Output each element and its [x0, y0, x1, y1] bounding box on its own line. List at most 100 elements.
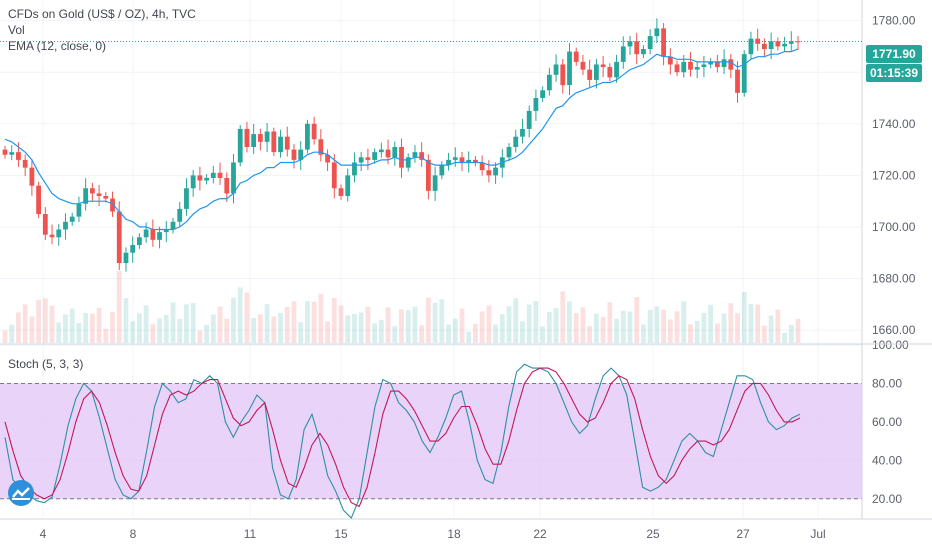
candle-body [506, 147, 512, 158]
volume-bar [540, 326, 546, 343]
candle-body [620, 46, 626, 62]
x-tick-label: 11 [244, 527, 257, 541]
candle-body [365, 157, 371, 160]
volume-bar [533, 301, 539, 343]
volume-bar [479, 311, 485, 343]
volume-bar [103, 328, 109, 343]
volume-bar [567, 301, 572, 343]
candle-body [466, 159, 472, 163]
volume-bar [318, 293, 324, 343]
volume-bar [325, 321, 330, 343]
volume-bar [600, 316, 606, 343]
candle-body [761, 43, 767, 49]
candle-body [641, 49, 646, 55]
candle-body [358, 157, 364, 163]
volume-bar [9, 324, 15, 343]
x-tick-label: 18 [447, 527, 461, 541]
candle-body [157, 232, 162, 240]
volume-bar [217, 306, 223, 343]
volume-bar [257, 314, 263, 343]
x-tick-label: 27 [736, 527, 750, 541]
x-tick-label: 4 [40, 527, 47, 541]
volume-bar [661, 309, 666, 343]
stoch-title[interactable]: Stoch (5, 3, 3) [8, 357, 84, 371]
volume-bar [714, 323, 720, 343]
volume-bar [116, 271, 122, 343]
volume-bar [345, 315, 351, 343]
candle-body [540, 90, 546, 98]
volume-bar [197, 330, 203, 343]
candle-body [63, 221, 68, 230]
candle-body [412, 152, 418, 158]
volume-bar [137, 313, 142, 343]
ema-line [4, 48, 799, 231]
volume-bar [466, 331, 472, 343]
volume-bar [614, 318, 619, 343]
volume-bar [352, 314, 357, 343]
candle-body [338, 188, 344, 196]
candle-body [513, 136, 519, 147]
y-tick-label: 1680.00 [872, 272, 916, 286]
y-tick-label: 1700.00 [872, 220, 916, 234]
x-tick-label: 8 [130, 527, 137, 541]
volume-bar [446, 324, 451, 343]
volume-bar [83, 312, 89, 343]
volume-bar [291, 301, 297, 343]
volume-bar [385, 307, 391, 343]
candle-body [768, 41, 774, 49]
volume-bar [647, 310, 653, 343]
volume-bar [163, 314, 169, 343]
volume-bar [694, 320, 700, 343]
volume-bar [627, 311, 633, 343]
countdown-badge: 01:15:39 [866, 64, 922, 82]
stoch-tick-label: 20.00 [872, 492, 902, 506]
main-legend: CFDs on Gold (US$ / OZ), 4h, TVC Vol EMA… [8, 6, 196, 54]
volume-bar [708, 304, 714, 343]
x-tick-label: 22 [533, 527, 547, 541]
candle-body [170, 221, 176, 230]
candle-body [110, 198, 115, 212]
volume-bar [641, 324, 646, 343]
candle-body [49, 234, 55, 238]
candle-body [735, 69, 740, 93]
chart-title[interactable]: CFDs on Gold (US$ / OZ), 4h, TVC [8, 7, 196, 21]
y-tick-label: 1720.00 [872, 168, 916, 182]
volume-bar [459, 308, 465, 343]
volume-bar [29, 316, 35, 343]
candle-body [647, 36, 653, 49]
ema-legend[interactable]: EMA (12, close, 0) [8, 39, 107, 53]
candle-body [600, 64, 606, 68]
candle-body [654, 28, 660, 37]
stoch-tick-label: 60.00 [872, 415, 902, 429]
candle-body [479, 162, 485, 171]
volume-bar [96, 307, 102, 343]
volume-bar [358, 312, 364, 343]
volume-bar [419, 325, 425, 343]
x-tick-label: Jul [810, 527, 825, 541]
vol-legend[interactable]: Vol [8, 23, 25, 37]
volume-bar [634, 297, 640, 343]
volume-bar [795, 318, 801, 343]
candle-body [9, 152, 15, 155]
volume-bar [405, 310, 411, 343]
candle-body [573, 51, 579, 62]
x-tick-label: 25 [646, 527, 660, 541]
candle-body [708, 61, 714, 65]
volume-bar [593, 313, 599, 343]
tradingview-logo-icon[interactable] [8, 480, 34, 506]
candle-body [271, 131, 277, 153]
volume-bar [573, 313, 579, 343]
candle-body [614, 61, 619, 78]
volume-bar [493, 324, 498, 343]
volume-bar [392, 326, 398, 343]
volume-bar [775, 309, 781, 343]
volume-bar [499, 314, 505, 343]
volume-bar [305, 301, 310, 343]
stoch-tick-label: 40.00 [872, 453, 902, 467]
candle-body [184, 188, 189, 209]
volume-bar [63, 314, 68, 343]
y-tick-label: 1740.00 [872, 117, 916, 131]
volume-bar [16, 312, 21, 343]
volume-bar [688, 324, 693, 343]
